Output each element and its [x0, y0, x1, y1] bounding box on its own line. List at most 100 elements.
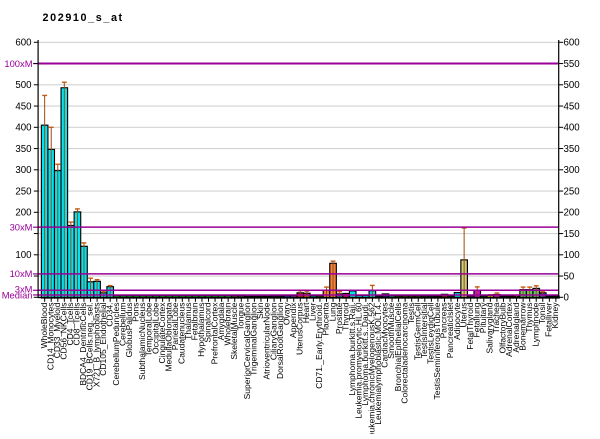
svg-text:100: 100: [564, 250, 581, 261]
svg-text:Prostate: Prostate: [334, 302, 344, 334]
svg-text:Leukemia.chronicMyelogenousK.5: Leukemia.chronicMyelogenousK.562: [367, 302, 377, 434]
svg-text:GlobusPalidus: GlobusPalidus: [124, 303, 134, 358]
svg-text:CD33_Myeloid: CD33_Myeloid: [52, 302, 62, 358]
svg-text:300: 300: [564, 165, 581, 176]
svg-text:TestisSeminiferousTubule: TestisSeminiferousTubule: [432, 302, 442, 399]
svg-text:10xM: 10xM: [10, 268, 33, 279]
svg-text:AdrenalCortex: AdrenalCortex: [504, 302, 514, 357]
svg-text:AtrioventricularNode: AtrioventricularNode: [262, 302, 272, 379]
svg-text:Pancreas: Pancreas: [439, 303, 449, 339]
svg-text:150: 150: [564, 229, 581, 240]
svg-text:PrefrontalCortex: PrefrontalCortex: [209, 302, 219, 365]
svg-text:Pituitary: Pituitary: [478, 302, 488, 333]
svg-text:Salivarygland: Salivarygland: [485, 302, 495, 353]
svg-text:450: 450: [15, 101, 32, 112]
svg-text:0: 0: [564, 293, 570, 304]
svg-text:CD56_NKCells: CD56_NKCells: [59, 303, 69, 360]
svg-text:CD34.: CD34.: [104, 303, 114, 327]
svg-text:TestisLeydigCell: TestisLeydigCell: [426, 302, 436, 364]
svg-text:TestisGermCell: TestisGermCell: [412, 302, 422, 360]
svg-text:BDCA4_DentriticCells: BDCA4_DentriticCells: [78, 303, 88, 386]
svg-text:CardiacMyocytes: CardiacMyocytes: [380, 303, 390, 368]
svg-text:CD14_Monocytes: CD14_Monocytes: [45, 303, 55, 371]
svg-text:SuperiorCervicalGanglion: SuperiorCervicalGanglion: [242, 302, 252, 399]
svg-text:550: 550: [564, 59, 581, 70]
svg-text:Liver: Liver: [308, 302, 318, 321]
svg-text:Uterus: Uterus: [458, 303, 468, 328]
svg-text:202910_s_at: 202910_s_at: [43, 12, 124, 24]
svg-text:600: 600: [564, 38, 581, 49]
svg-text:Appendix: Appendix: [288, 302, 298, 338]
svg-text:Testis: Testis: [406, 303, 416, 325]
svg-text:Tongue: Tongue: [235, 302, 245, 330]
svg-text:250: 250: [15, 186, 32, 197]
svg-text:Placenta: Placenta: [321, 302, 331, 335]
svg-text:Adipocyte: Adipocyte: [452, 302, 462, 340]
svg-text:Lymphoma.burkitt.s.Raji.: Lymphoma.burkitt.s.Raji.: [347, 303, 357, 396]
svg-text:200: 200: [564, 208, 581, 219]
svg-text:Amygdala: Amygdala: [216, 302, 226, 340]
svg-text:CD105_Endothelial: CD105_Endothelial: [98, 302, 108, 375]
svg-text:Wholebrain: Wholebrain: [222, 302, 232, 345]
svg-text:Leukemialymphoblastic.MOLT.4.: Leukemialymphoblastic.MOLT.4.: [373, 303, 383, 425]
svg-text:Leukemia.promyelocytic.HL.60: Leukemia.promyelocytic.HL.60: [353, 302, 363, 418]
svg-text:PancreaticIslet: PancreaticIslet: [445, 302, 455, 358]
svg-text:400: 400: [564, 123, 581, 134]
svg-text:Kidney: Kidney: [550, 302, 560, 329]
svg-text:450: 450: [564, 101, 581, 112]
svg-text:30xM: 30xM: [10, 221, 33, 232]
svg-text:Fetalbrain: Fetalbrain: [190, 302, 200, 340]
svg-text:FetalThyroid: FetalThyroid: [465, 302, 475, 350]
svg-text:SubthalamicNucleus: SubthalamicNucleus: [137, 303, 147, 380]
svg-text:500: 500: [15, 80, 32, 91]
svg-text:Hypothalamus: Hypothalamus: [196, 303, 206, 357]
svg-text:CD71._Early.Erythroid.: CD71._Early.Erythroid.: [314, 303, 324, 389]
svg-text:Trachea: Trachea: [491, 302, 501, 333]
svg-text:100: 100: [15, 250, 32, 261]
svg-text:TemporalLobe: TemporalLobe: [144, 302, 154, 356]
svg-text:CD8_Tcells: CD8_Tcells: [72, 303, 82, 346]
svg-text:CiliaryGanglion: CiliaryGanglion: [268, 302, 278, 360]
svg-text:100xM: 100xM: [4, 58, 32, 69]
svg-text:CerebellumPeduncles: CerebellumPeduncles: [111, 303, 121, 386]
svg-text:X721_B_lymphoblasts: X721_B_lymphoblasts: [91, 303, 101, 388]
svg-text:Pons: Pons: [131, 303, 141, 322]
svg-text:Skin: Skin: [255, 302, 265, 319]
svg-text:500: 500: [564, 80, 581, 91]
svg-text:Lung: Lung: [327, 302, 337, 321]
svg-text:Thyroid: Thyroid: [340, 302, 350, 331]
svg-text:Heart: Heart: [301, 302, 311, 323]
svg-text:Thalamus: Thalamus: [183, 303, 193, 340]
svg-text:400: 400: [15, 123, 32, 134]
svg-text:250: 250: [564, 186, 581, 197]
svg-text:Caudatenucleus: Caudatenucleus: [177, 303, 187, 364]
svg-text:600: 600: [15, 38, 32, 49]
svg-text:SkeletalMuscle: SkeletalMuscle: [229, 302, 239, 359]
svg-text:DorsalRootGanglion: DorsalRootGanglion: [275, 302, 285, 379]
svg-text:Lymphoma.burkitt.s..Daudi.: Lymphoma.burkitt.s..Daudi.: [360, 303, 370, 406]
svg-text:OccipitalLobe: OccipitalLobe: [150, 302, 160, 354]
svg-text:Tonsil: Tonsil: [537, 302, 547, 324]
svg-text:Lymphnode: Lymphnode: [530, 302, 540, 346]
svg-text:350: 350: [564, 144, 581, 155]
svg-text:300: 300: [15, 165, 32, 176]
svg-text:3xM: 3xM: [15, 283, 33, 294]
svg-text:ParietalLobe: ParietalLobe: [170, 302, 180, 350]
svg-text:50: 50: [564, 271, 575, 282]
svg-text:Colorectaladenocarcinoma: Colorectaladenocarcinoma: [399, 302, 409, 403]
svg-text:Bonemarrow: Bonemarrow: [517, 302, 527, 351]
svg-text:Ovary: Ovary: [281, 302, 291, 325]
svg-text:UterusCorpus: UterusCorpus: [294, 303, 304, 355]
svg-text:MedullaOblongata: MedullaOblongata: [163, 302, 173, 371]
svg-text:OlfactoryBulb: OlfactoryBulb: [498, 302, 508, 353]
svg-text:200: 200: [15, 208, 32, 219]
svg-text:Cerebellum: Cerebellum: [118, 303, 128, 346]
svg-text:TrigeminalGanglion: TrigeminalGanglion: [249, 302, 259, 376]
svg-text:BronchialEpithelialCells: BronchialEpithelialCells: [393, 303, 403, 392]
svg-text:CingulateCortex: CingulateCortex: [157, 302, 167, 364]
svg-text:Fetallung: Fetallung: [471, 302, 481, 337]
svg-text:CD4_Tcells: CD4_Tcells: [65, 303, 75, 346]
svg-text:350: 350: [15, 144, 32, 155]
svg-text:Spinalcord: Spinalcord: [203, 302, 213, 342]
svg-text:CD19_BCells.neg._sel.: CD19_BCells.neg._sel.: [85, 303, 95, 391]
